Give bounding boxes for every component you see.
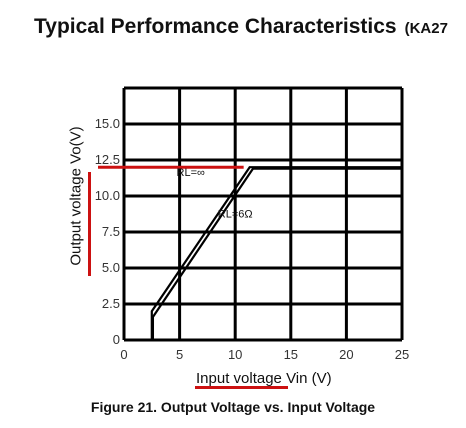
series-line-rl-inf xyxy=(150,166,402,340)
title-text: Typical Performance Characteristics xyxy=(34,15,397,38)
figure-caption: Figure 21. Output Voltage vs. Input Volt… xyxy=(90,399,376,415)
x-tick-label: 20 xyxy=(339,347,353,362)
x-tick-label: 5 xyxy=(176,347,183,362)
y-tick-label: 15.0 xyxy=(95,116,120,131)
annotation-rl-6ohm: RL=6Ω xyxy=(218,209,253,221)
page-title: Typical Performance Characteristics (KA27 xyxy=(34,15,448,39)
series-line-rl-6ohm xyxy=(151,167,402,340)
y-tick-label: 10.0 xyxy=(95,188,120,203)
annotation-rl-inf: RL=∞ xyxy=(177,167,205,179)
y-tick-label: 7.5 xyxy=(102,224,120,239)
title-suffix: (KA27 xyxy=(404,20,448,37)
y-tick-label: 2.5 xyxy=(102,296,120,311)
y-tick-label: 12.5 xyxy=(95,152,120,167)
x-axis-label: Input voltage Vin (V) xyxy=(196,370,332,387)
x-tick-label: 25 xyxy=(395,347,409,362)
y-axis-label-highlight xyxy=(88,172,91,276)
x-tick-label: 10 xyxy=(228,347,242,362)
x-axis-label-highlight xyxy=(195,386,288,389)
y-tick-label: 0 xyxy=(113,332,120,347)
x-tick-label: 15 xyxy=(284,347,298,362)
y-axis-label: Output voltage Vo(V) xyxy=(67,126,85,266)
x-tick-label: 0 xyxy=(120,347,127,362)
y-tick-label: 5.0 xyxy=(102,260,120,275)
